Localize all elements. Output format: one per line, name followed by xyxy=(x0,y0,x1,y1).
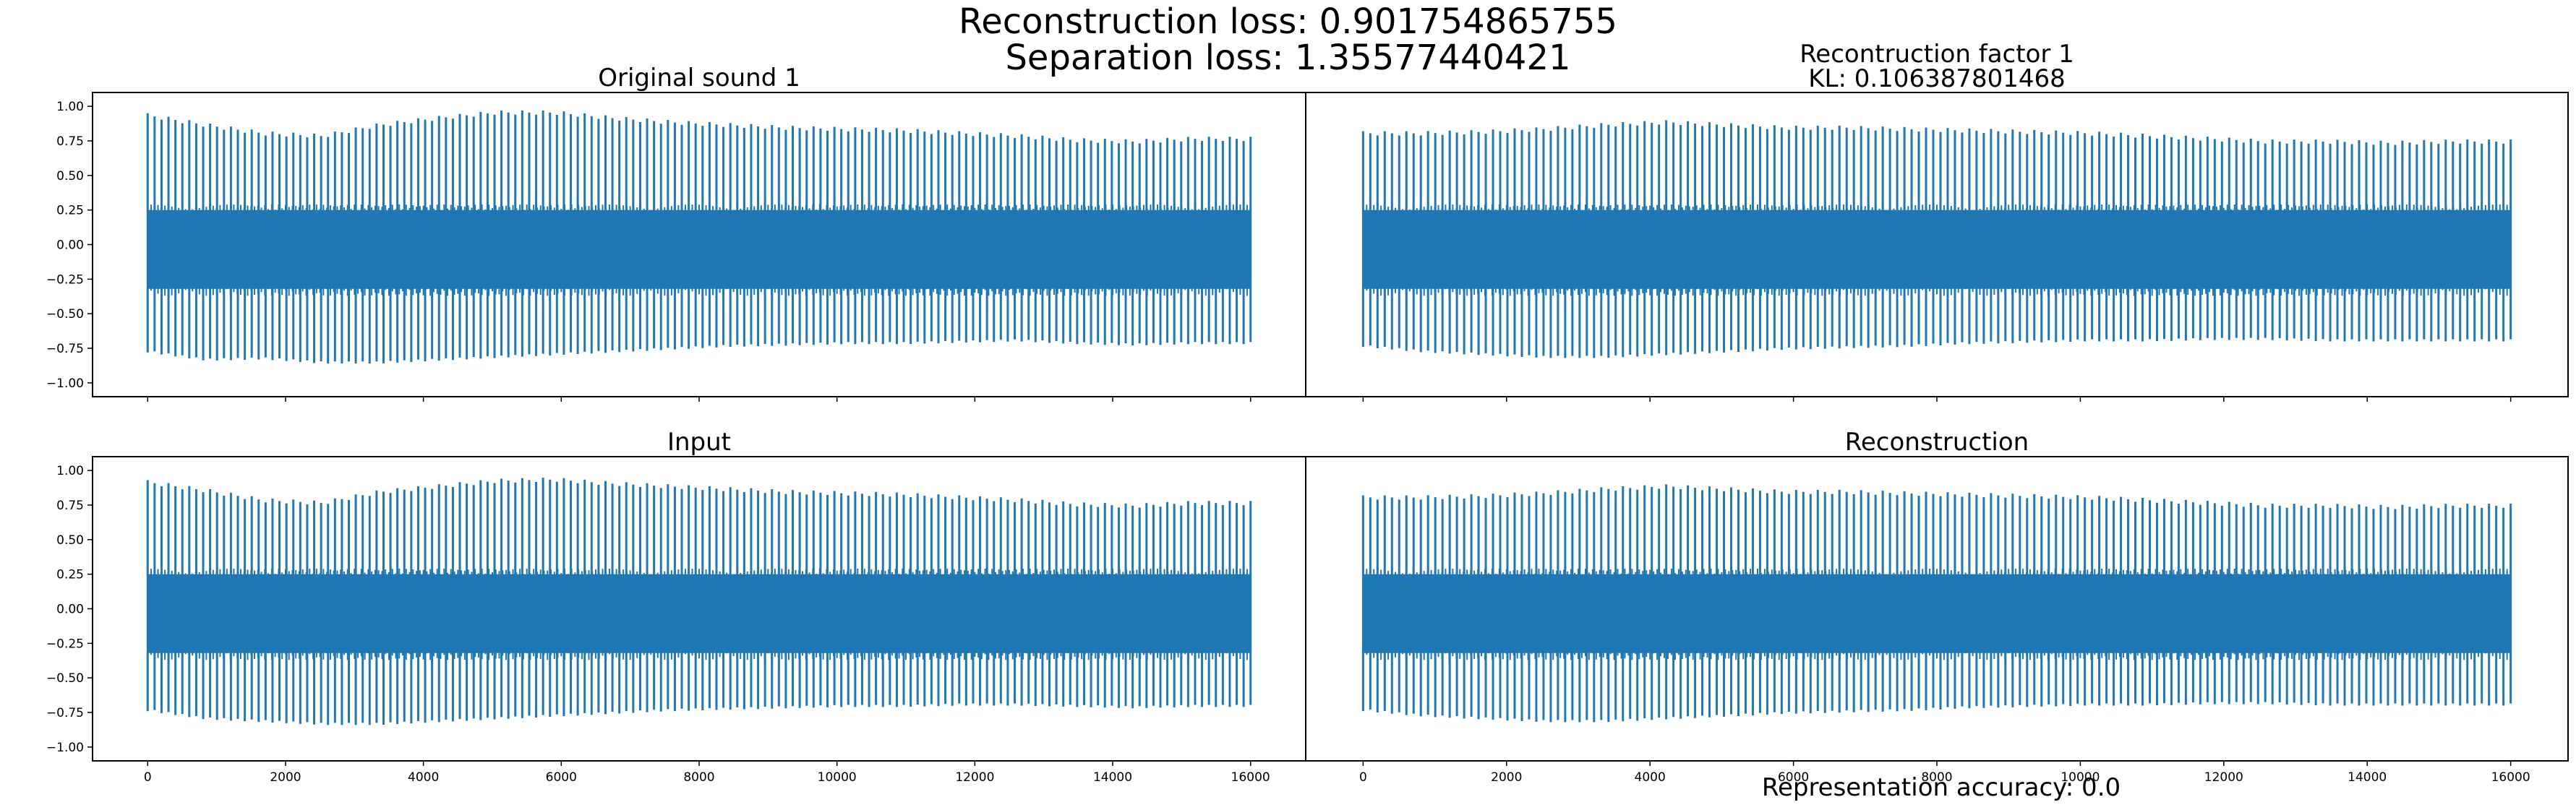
y-tick-label: −1.00 xyxy=(46,741,84,755)
subplot-subtitle: KL: 0.106387801468 xyxy=(1808,64,2066,93)
x-tick-label: 16000 xyxy=(2491,770,2530,785)
subplot-title: Input xyxy=(667,428,731,457)
y-tick-label: −0.75 xyxy=(46,706,84,720)
footer-representation-accuracy: Representation accuracy: 0.0 xyxy=(1761,773,2121,802)
x-tick-label: 2000 xyxy=(1491,770,1522,785)
y-tick-label: −0.25 xyxy=(46,637,84,651)
y-tick-label: −0.50 xyxy=(46,307,84,322)
y-tick-label: 1.00 xyxy=(56,100,84,114)
subplot-title: Reconstruction xyxy=(1845,428,2029,457)
x-tick-label: 0 xyxy=(1359,770,1367,785)
y-tick-label: 0.00 xyxy=(56,238,84,253)
y-tick-label: −0.75 xyxy=(46,342,84,356)
subplot-2: Recontruction factor 1KL: 0.106387801468 xyxy=(1305,40,2569,402)
subplot-1: Original sound 1 1.00 0.75 0.50 0.25 0.00 −0.2… xyxy=(46,64,1306,402)
x-tick-label: 8000 xyxy=(1921,770,1952,785)
x-tick-label: 14000 xyxy=(2348,770,2387,785)
y-tick-label: 0.75 xyxy=(56,134,84,149)
y-tick-label: 0.75 xyxy=(56,499,84,513)
y-tick-label: 0.50 xyxy=(56,169,84,184)
figure-suptitle-line2: Separation loss: 1.35577440421 xyxy=(1005,38,1571,78)
x-tick-label: 6000 xyxy=(1778,770,1809,785)
x-tick-label: 4000 xyxy=(408,770,439,785)
x-tick-label: 4000 xyxy=(1635,770,1666,785)
x-tick-label: 2000 xyxy=(270,770,301,785)
y-tick-label: −0.25 xyxy=(46,272,84,287)
x-tick-label: 10000 xyxy=(818,770,857,785)
x-tick-label: 12000 xyxy=(955,770,994,785)
x-tick-label: 12000 xyxy=(2204,770,2243,785)
subplot-title: Recontruction factor 1 xyxy=(1800,40,2074,69)
x-tick-label: 8000 xyxy=(683,770,714,785)
y-tick-label: −1.00 xyxy=(46,376,84,391)
subplot-title: Original sound 1 xyxy=(598,64,800,92)
figure-suptitle-line1: Reconstruction loss: 0.901754865755 xyxy=(959,1,1617,42)
subplot-3: Input 1.00 0.75 0.50 0.25 0.00 −0.25 −0.50 −0.75… xyxy=(46,428,1306,785)
y-tick-label: 0.25 xyxy=(56,568,84,582)
x-tick-label: 10000 xyxy=(2061,770,2100,785)
y-tick-label: 1.00 xyxy=(56,464,84,478)
x-tick-label: 14000 xyxy=(1093,770,1132,785)
y-tick-label: −0.50 xyxy=(46,671,84,686)
x-tick-label: 16000 xyxy=(1231,770,1270,785)
y-tick-label: 0.25 xyxy=(56,204,84,218)
subplot-4: Reconstruction 0 2000 4000 6000 8000 10000 1200… xyxy=(1305,428,2569,785)
x-tick-label: 6000 xyxy=(546,770,577,785)
y-tick-label: 0.00 xyxy=(56,603,84,617)
y-tick-label: 0.50 xyxy=(56,533,84,548)
x-tick-label: 0 xyxy=(144,770,152,785)
